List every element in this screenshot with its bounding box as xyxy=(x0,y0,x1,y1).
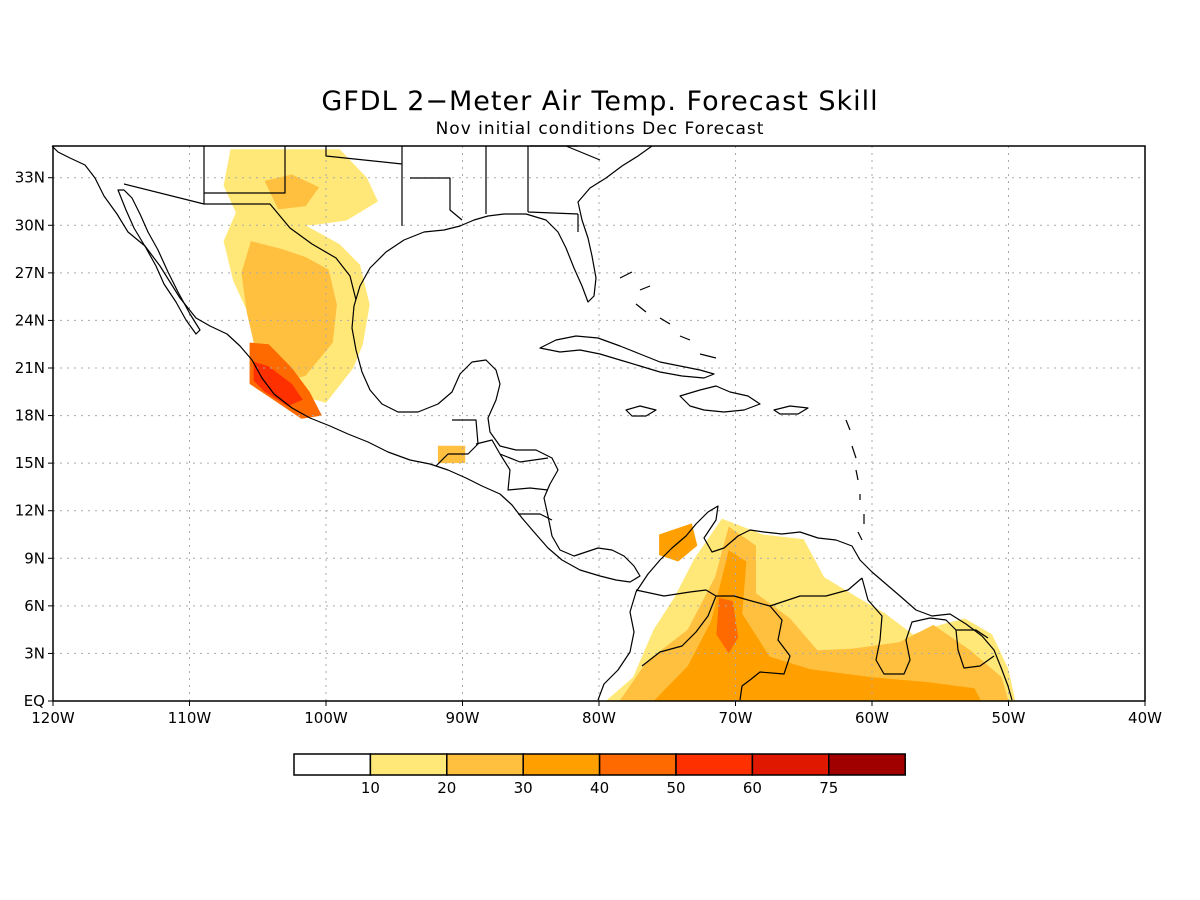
colorbar-swatch xyxy=(751,753,830,776)
lon-tick-label: 120W xyxy=(31,709,75,727)
coastlines xyxy=(51,145,1013,701)
lat-tick-label: 15N xyxy=(15,454,45,472)
skill-region-texas-inner xyxy=(264,174,320,210)
map-frame xyxy=(52,145,1146,702)
lat-tick-label: 33N xyxy=(15,169,45,187)
baja-california xyxy=(117,189,201,335)
colorbar-label: 20 xyxy=(437,779,456,797)
north-america-coastline xyxy=(51,145,653,583)
lon-tick-label: 40W xyxy=(1128,709,1162,727)
lat-tick-label: 30N xyxy=(15,216,45,234)
colorbar-label: 50 xyxy=(666,779,685,797)
lon-tick-label: 100W xyxy=(304,709,348,727)
bahamas xyxy=(619,271,717,359)
chart-title: GFDL 2−Meter Air Temp. Forecast Skill xyxy=(321,86,879,117)
colorbar-label: 40 xyxy=(590,779,609,797)
cuba xyxy=(539,335,715,379)
skill-region-venezuela-peak xyxy=(716,597,739,654)
lon-tick-label: 110W xyxy=(168,709,212,727)
us-mexico-border xyxy=(123,183,357,301)
colorbar-label: 30 xyxy=(514,779,533,797)
skill-region-mexico-west-coast-peak xyxy=(253,361,303,407)
colorbar-swatch xyxy=(369,753,448,776)
lat-tick-label: 24N xyxy=(15,311,45,329)
lat-tick-label: EQ xyxy=(24,692,45,710)
colorbar-label: 75 xyxy=(819,779,838,797)
lat-tick-label: 3N xyxy=(24,644,45,662)
colorbar-swatch xyxy=(446,753,524,776)
colorbar-label: 60 xyxy=(743,779,762,797)
chart-subtitle: Nov initial conditions Dec Forecast xyxy=(435,119,765,139)
colorbar-swatch xyxy=(675,753,754,776)
lon-tick-label: 70W xyxy=(719,709,753,727)
axis-tick-labels: 120W 110W 100W 90W 80W 70W 60W 50W 40W EQ 3N 6N 9N 12… xyxy=(15,169,1162,727)
puerto-rico xyxy=(773,405,809,415)
lon-tick-label: 90W xyxy=(446,709,480,727)
lon-tick-label: 80W xyxy=(582,709,616,727)
lat-tick-label: 12N xyxy=(15,502,45,520)
south-america-borders xyxy=(635,577,995,701)
jamaica xyxy=(625,405,657,417)
hispaniola xyxy=(679,385,761,413)
skill-fill-layer xyxy=(223,149,1016,701)
south-america-coastline xyxy=(597,505,1013,701)
lon-tick-label: 50W xyxy=(992,709,1026,727)
lat-tick-label: 27N xyxy=(15,264,45,282)
gridlines xyxy=(53,146,1145,701)
map-border xyxy=(52,145,1146,702)
lat-tick-label: 18N xyxy=(15,407,45,425)
colorbar-swatch xyxy=(828,753,906,776)
colorbar: 10 20 30 40 50 60 75 xyxy=(293,753,906,797)
lat-tick-label: 6N xyxy=(24,597,45,615)
central-america-borders xyxy=(435,419,553,521)
colorbar-swatch xyxy=(522,753,601,776)
colorbar-swatch xyxy=(293,753,372,776)
lon-tick-label: 60W xyxy=(855,709,889,727)
lat-tick-label: 21N xyxy=(15,359,45,377)
lesser-antilles xyxy=(845,419,865,541)
colorbar-label: 10 xyxy=(361,779,380,797)
lat-tick-label: 9N xyxy=(24,549,45,567)
colorbar-swatch xyxy=(598,753,677,776)
